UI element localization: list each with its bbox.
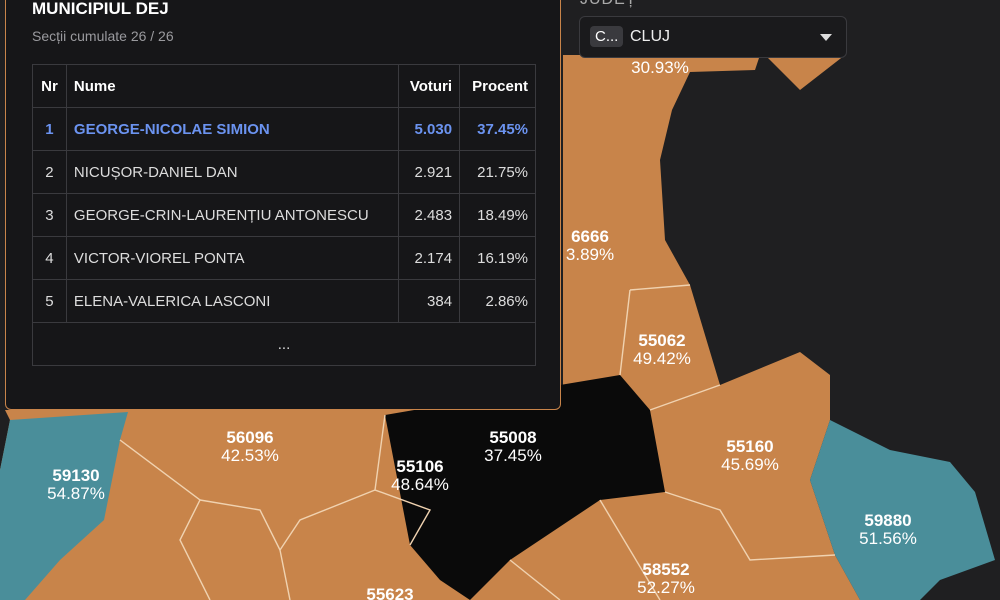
- column-header: Procent: [459, 64, 536, 108]
- cell: 16.19%: [459, 236, 536, 280]
- region-percent: 30.93%: [631, 58, 689, 77]
- region: [0, 412, 128, 600]
- info-panel: MUNICIPIUL DEJ Secții cumulate 26 / 26 N…: [5, 0, 561, 410]
- region-code: 56096: [226, 428, 273, 447]
- cell: 2: [32, 150, 67, 194]
- dropdown-arrow: [820, 34, 832, 41]
- region-percent: 48.64%: [391, 475, 449, 494]
- table-row: 5 ELENA-VALERICA LASCONI 384 2.86%: [32, 279, 536, 323]
- column-header: Nr: [32, 64, 67, 108]
- cell: 18.49%: [459, 193, 536, 237]
- cell: GEORGE-NICOLAE SIMION: [65, 107, 399, 151]
- table-row: 3 GEORGE-CRIN-LAURENȚIU ANTONESCU 2.483 18.…: [32, 193, 536, 237]
- header-row: Nr Nume Voturi Procent: [32, 64, 536, 108]
- cell: VICTOR-VIOREL PONTA: [65, 236, 399, 280]
- region-code: 59880: [864, 511, 911, 530]
- region-percent: 45.69%: [721, 455, 779, 474]
- cell: 2.174: [397, 236, 461, 280]
- region-code: 55008: [489, 428, 536, 447]
- region: [385, 375, 665, 600]
- cell: 1: [32, 107, 67, 151]
- county-name: CLUJ: [630, 28, 671, 45]
- region-code: 55106: [396, 457, 443, 476]
- cell: GEORGE-CRIN-LAURENȚIU ANTONESCU: [65, 193, 399, 237]
- cell: ELENA-VALERICA LASCONI: [65, 279, 399, 323]
- region-code: 55160: [726, 437, 773, 456]
- panel-subtitle: Secții cumulate 26 / 26: [32, 28, 174, 44]
- region-percent: 54.87%: [47, 484, 105, 503]
- cell: 3: [32, 193, 67, 237]
- cell: 2.921: [397, 150, 461, 194]
- region-percent: 49.42%: [633, 349, 691, 368]
- borders: [119, 284, 836, 600]
- cell: 2.86%: [459, 279, 536, 323]
- cell: 5.030: [397, 107, 461, 151]
- region: [810, 420, 995, 600]
- region-percent: 51.56%: [859, 529, 917, 548]
- cell: 5: [32, 279, 67, 323]
- cell: 37.45%: [459, 107, 536, 151]
- region-percent: 42.53%: [221, 446, 279, 465]
- region-code: 59130: [52, 466, 99, 485]
- table-row: 4 VICTOR-VIOREL PONTA 2.174 16.19%: [32, 236, 536, 280]
- table-row: 2 NICUȘOR-DANIEL DAN 2.921 21.75%: [32, 150, 536, 194]
- region-percent: 3.89%: [566, 245, 614, 264]
- more-row: ...: [32, 322, 536, 366]
- table-row: 1 GEORGE-NICOLAE SIMION 5.030 37.45%: [32, 107, 536, 151]
- panel-title: MUNICIPIUL DEJ: [32, 0, 169, 18]
- region-code: 55062: [638, 331, 685, 350]
- column-header: Nume: [65, 64, 399, 108]
- region: [765, 55, 845, 90]
- column-header: Voturi: [397, 64, 461, 108]
- region-percent: 52.27%: [637, 578, 695, 597]
- cell: 2.483: [397, 193, 461, 237]
- county-label: JUDEȚ: [580, 0, 637, 9]
- county-select[interactable]: C... CLUJ: [579, 16, 847, 58]
- cell: 384: [397, 279, 461, 323]
- results-table: Nr Nume Voturi Procent 1 GEORGE-NICOLAE SIMIO…: [32, 64, 536, 366]
- more: ...: [32, 322, 536, 366]
- cell: 21.75%: [459, 150, 536, 194]
- region-code: 55623: [366, 585, 413, 600]
- cell: NICUȘOR-DANIEL DAN: [65, 150, 399, 194]
- cell: 4: [32, 236, 67, 280]
- county-code: C...: [590, 26, 624, 47]
- region-code: 6666: [571, 227, 609, 246]
- region-code: 58552: [642, 560, 689, 579]
- region-percent: 37.45%: [484, 446, 542, 465]
